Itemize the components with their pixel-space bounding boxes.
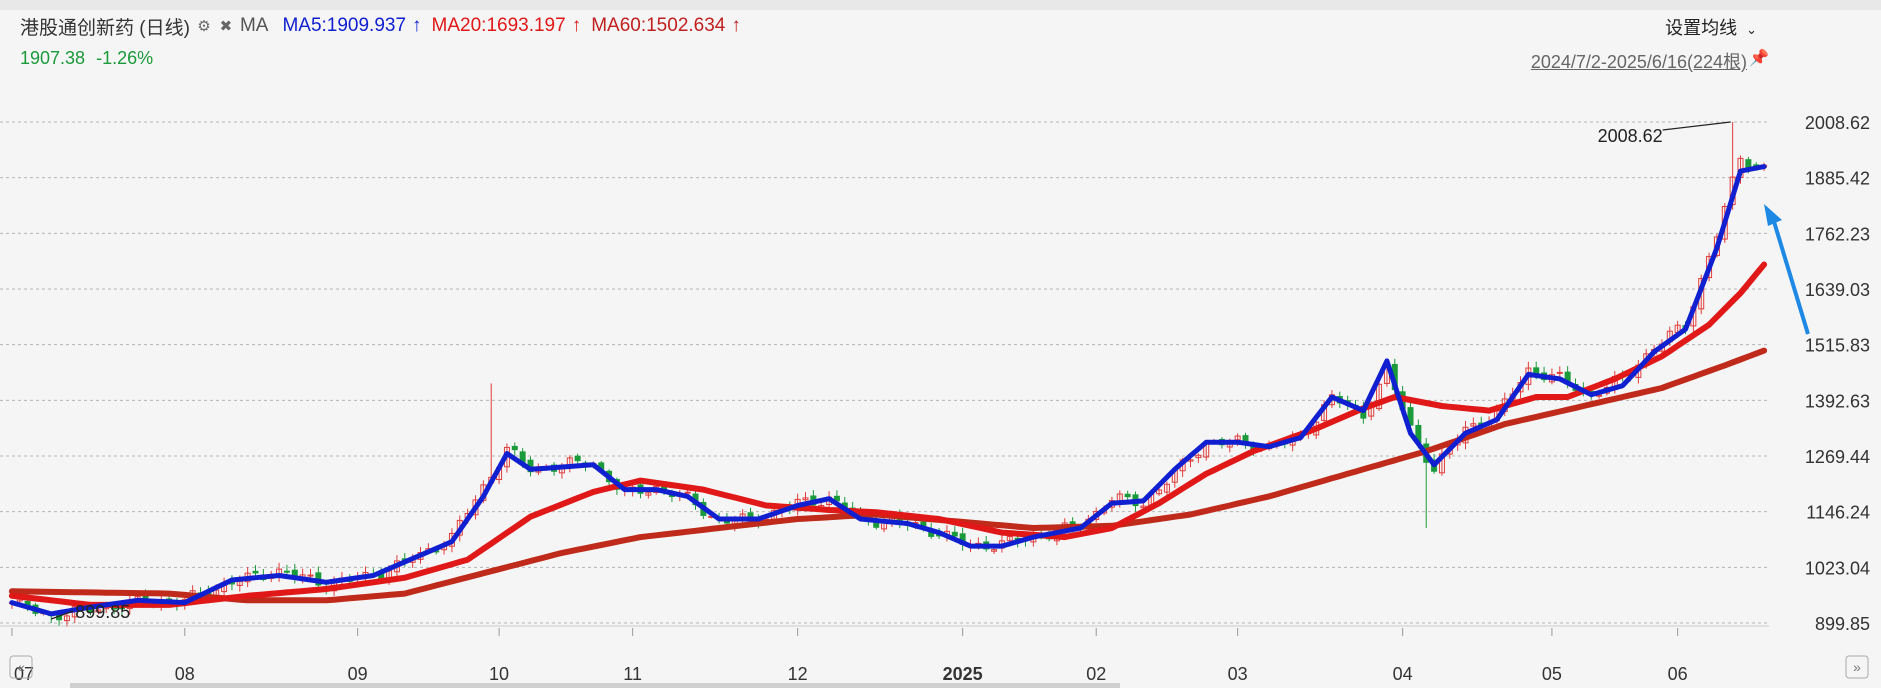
candlesticks bbox=[8, 122, 1768, 627]
candle-body bbox=[1470, 423, 1477, 427]
candle-body bbox=[1556, 371, 1563, 374]
top-bar bbox=[0, 0, 1881, 10]
x-tick-label: 09 bbox=[348, 664, 368, 684]
arrow-shaft bbox=[1770, 214, 1810, 335]
candle-body bbox=[1163, 483, 1170, 493]
x-tick-label: 2025 bbox=[943, 664, 983, 684]
set-ma-button[interactable]: 设置均线 ⌄ bbox=[1665, 14, 1757, 40]
ma60-value: MA60:1502.634 bbox=[591, 15, 726, 36]
candle-body bbox=[95, 609, 102, 613]
pin-icon[interactable]: 📌 bbox=[1749, 50, 1769, 67]
arrow-head bbox=[1764, 204, 1782, 226]
candle-body bbox=[991, 549, 998, 552]
x-tick-label: 04 bbox=[1393, 664, 1413, 684]
chart-title: 港股通创新药 (日线) bbox=[20, 17, 190, 39]
y-tick-label: 1146.24 bbox=[1806, 503, 1870, 523]
candle-body bbox=[684, 491, 691, 494]
ma20-line bbox=[8, 261, 1768, 608]
candle-body bbox=[511, 445, 518, 451]
x-tick-label: 11 bbox=[623, 664, 642, 684]
ma60-up-arrow-icon: ↑ bbox=[731, 15, 741, 36]
candle-body bbox=[1156, 489, 1163, 495]
y-tick-label: 1269.44 bbox=[1805, 447, 1870, 467]
candle-body bbox=[307, 574, 314, 577]
y-tick-label: 1023.04 bbox=[1805, 558, 1870, 578]
y-tick-label: 1392.63 bbox=[1805, 391, 1870, 411]
grid-lines bbox=[0, 121, 1769, 624]
scroll-buttons[interactable]: « » bbox=[9, 655, 1869, 688]
annotations: 2008.62 899.85 bbox=[51, 121, 1731, 622]
candle-body bbox=[1195, 454, 1202, 459]
ma20-value: MA20:1693.197 bbox=[431, 15, 566, 36]
date-range[interactable]: 2024/7/2-2025/6/16(224根) bbox=[1530, 52, 1747, 72]
ma5-up-arrow-icon: ↑ bbox=[412, 15, 422, 36]
candle-body bbox=[802, 497, 809, 501]
candle-body bbox=[1376, 383, 1383, 410]
toolbar-dots bbox=[1652, 90, 1752, 104]
chart-header: 港股通创新药 (日线) ⚙ ✖ MA MA5:1909.937 ↑ MA20:1… bbox=[20, 14, 751, 39]
ma-label[interactable]: MA bbox=[239, 15, 269, 36]
y-tick-label: 1885.42 bbox=[1805, 169, 1870, 189]
last-price: 1907.38 bbox=[20, 48, 86, 68]
scrollbar-thumb[interactable] bbox=[70, 683, 1120, 688]
x-tick-label: 07 bbox=[14, 664, 34, 684]
price-readout: 1907.38 -1.26% bbox=[20, 48, 153, 69]
candle-body bbox=[1124, 493, 1131, 498]
ma5-line bbox=[9, 164, 1767, 617]
x-tick-label: 08 bbox=[175, 664, 195, 684]
y-tick-label: 1762.23 bbox=[1805, 224, 1870, 244]
blue-arrow bbox=[1764, 204, 1810, 335]
x-axis: 07 08 09 10 11 12 2025 02 03 04 05 06 bbox=[0, 625, 1769, 684]
x-tick-label: 05 bbox=[1542, 664, 1562, 684]
annotation-pointer bbox=[1662, 121, 1731, 131]
candle-body bbox=[1407, 407, 1414, 426]
candle-body bbox=[1745, 159, 1752, 168]
x-tick-label: 03 bbox=[1228, 664, 1248, 684]
set-ma-label: 设置均线 bbox=[1665, 18, 1738, 38]
ma5-value: MA5:1909.937 bbox=[282, 15, 407, 36]
y-axis: 2008.62 1885.42 1762.23 1639.03 1515.83 1392.… bbox=[1805, 113, 1870, 634]
candle-body bbox=[111, 607, 118, 610]
chevron-down-icon: ⌄ bbox=[1746, 22, 1757, 37]
scroll-left-button[interactable] bbox=[9, 655, 33, 679]
ma20-up-arrow-icon: ↑ bbox=[571, 15, 582, 36]
candle-body bbox=[574, 455, 581, 462]
scroll-right-icon: » bbox=[1853, 659, 1861, 675]
candle-body bbox=[252, 570, 259, 574]
candle-body bbox=[645, 492, 652, 496]
x-tick-label: 06 bbox=[1668, 664, 1688, 684]
scroll-left-icon: « bbox=[17, 659, 25, 675]
candle-body bbox=[1006, 536, 1013, 542]
scroll-right-button[interactable] bbox=[1845, 655, 1869, 679]
y-tick-label: 2008.62 bbox=[1805, 113, 1870, 133]
y-tick-label: 1639.03 bbox=[1805, 280, 1870, 300]
x-tick-label: 10 bbox=[489, 664, 509, 684]
x-tick-label: 12 bbox=[788, 664, 808, 684]
x-tick-label: 02 bbox=[1086, 664, 1106, 684]
price-change: -1.26% bbox=[96, 48, 154, 68]
candle-body bbox=[951, 531, 958, 537]
annotation-label: 2008.62 bbox=[1598, 126, 1663, 146]
ma60-line bbox=[8, 347, 1768, 604]
candle-body bbox=[283, 570, 290, 573]
close-icon[interactable]: ✖ bbox=[219, 18, 233, 35]
dots-strip bbox=[1652, 90, 1752, 104]
candle-body bbox=[63, 615, 70, 622]
y-tick-label: 899.85 bbox=[1815, 614, 1870, 634]
annotation-label: 899.85 bbox=[75, 602, 130, 622]
annotation-pointer bbox=[51, 610, 74, 620]
y-tick-label: 1515.83 bbox=[1805, 336, 1870, 356]
gear-icon[interactable]: ⚙ bbox=[197, 18, 211, 35]
